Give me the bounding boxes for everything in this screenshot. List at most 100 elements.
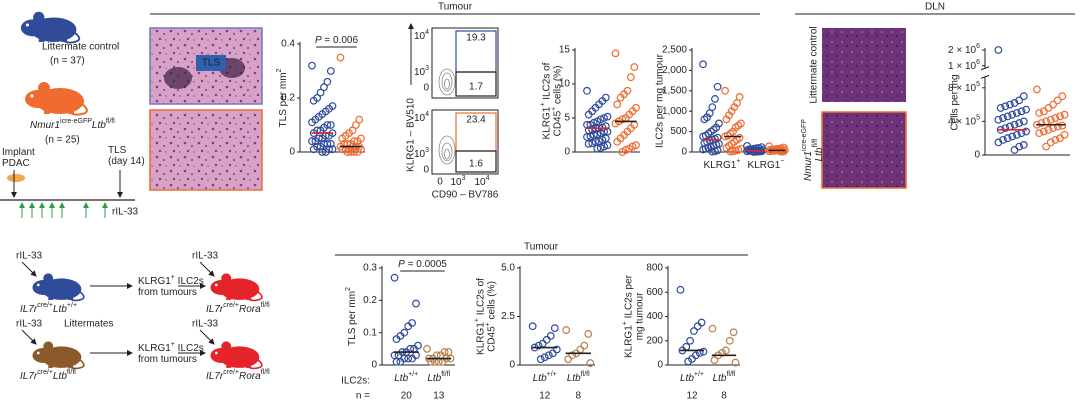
dot bbox=[999, 114, 1007, 122]
y-tick-label: 0 bbox=[657, 360, 663, 371]
dot bbox=[580, 341, 589, 350]
flow-tick-label: 103 bbox=[414, 147, 429, 160]
text-part: cre/+ bbox=[37, 369, 53, 376]
dot bbox=[1056, 112, 1064, 121]
axis-break-mark bbox=[980, 66, 990, 71]
dot bbox=[552, 345, 561, 354]
n-label: 8 bbox=[575, 391, 581, 402]
dot bbox=[326, 67, 335, 75]
axis-label: KLRG1 – BV510 bbox=[406, 98, 417, 172]
dot bbox=[996, 104, 1005, 112]
n-label: 8 bbox=[721, 391, 727, 402]
tls-region bbox=[164, 67, 192, 89]
text-part: +/+ bbox=[547, 371, 557, 378]
schematic-label: rIL-33 bbox=[192, 251, 219, 262]
mouse-icon bbox=[31, 272, 85, 302]
dot bbox=[601, 122, 610, 131]
text-part: 4 × 10 bbox=[948, 116, 977, 127]
y-axis-label: TLS per mm2 bbox=[345, 287, 358, 346]
y-axis-label: Cells per mg bbox=[950, 74, 961, 130]
dot bbox=[1022, 105, 1031, 114]
dot bbox=[540, 353, 549, 362]
schematic-label: KLRG1+ ILC2s from tumours bbox=[138, 274, 204, 298]
text-part: fl/fl bbox=[581, 371, 590, 378]
dot bbox=[603, 141, 612, 150]
dot bbox=[396, 357, 405, 366]
text-part: CD45 bbox=[552, 110, 563, 136]
dot bbox=[412, 299, 420, 308]
dot bbox=[700, 115, 709, 124]
y-tick-label: 10 bbox=[559, 79, 571, 90]
section-title: DLN bbox=[925, 2, 945, 13]
dot bbox=[584, 139, 593, 148]
text-part: Nmur1 bbox=[30, 120, 60, 131]
dot bbox=[326, 121, 335, 129]
schematic-label: KLRG1+ ILC2s from tumours bbox=[138, 341, 204, 365]
histology-image bbox=[149, 109, 263, 191]
dot bbox=[564, 355, 573, 364]
dot bbox=[711, 147, 719, 156]
dot bbox=[404, 354, 413, 363]
category-label: Ltb+/+ bbox=[394, 371, 418, 384]
text-part: 10 bbox=[450, 177, 462, 188]
dot bbox=[351, 121, 360, 129]
dot bbox=[632, 141, 640, 150]
y-tick-label: 400 bbox=[646, 311, 663, 322]
text-part: IL7r bbox=[206, 371, 224, 382]
legend-label: (n = 37) bbox=[50, 56, 85, 67]
dot bbox=[1056, 134, 1064, 143]
text-part: KLRG1 bbox=[541, 106, 552, 139]
y-tick-label: 0 bbox=[509, 360, 515, 371]
text-part: Ltb bbox=[567, 373, 581, 384]
dot bbox=[346, 148, 355, 156]
dot bbox=[686, 336, 694, 345]
mouse-icon bbox=[19, 10, 81, 44]
dot bbox=[1022, 127, 1031, 136]
text-part: CD45 bbox=[486, 326, 497, 352]
y-tick-label: 0 bbox=[371, 360, 377, 371]
dot bbox=[593, 144, 602, 153]
text-part: Ltb bbox=[427, 373, 441, 384]
text-part: Ltb bbox=[533, 373, 547, 384]
dot bbox=[777, 147, 785, 156]
dot bbox=[1046, 138, 1055, 147]
dot bbox=[1003, 112, 1012, 121]
dot bbox=[538, 339, 547, 348]
gate bbox=[455, 150, 497, 173]
category-label: Ltbfl/fl bbox=[567, 371, 590, 384]
text-part: ILC2s of bbox=[541, 62, 552, 102]
text-part: = 0.006 bbox=[322, 35, 359, 46]
text-part: + bbox=[473, 318, 480, 322]
y-tick-label: 5.0 bbox=[501, 263, 515, 274]
category-label: Ltb+/+ bbox=[680, 371, 704, 384]
dot bbox=[779, 147, 788, 156]
text-part: 5 bbox=[976, 81, 980, 88]
text-part: + bbox=[171, 274, 175, 281]
dot bbox=[699, 347, 708, 356]
dln-image bbox=[821, 111, 907, 189]
n-label: 12 bbox=[539, 391, 551, 402]
dot bbox=[611, 119, 620, 128]
category-label: KLRG1− bbox=[748, 158, 785, 171]
y-tick-label: 0.3 bbox=[363, 263, 377, 274]
text-part: Ltb bbox=[53, 304, 67, 315]
text-part: fl/fl bbox=[67, 369, 76, 376]
category-label: KLRG1+ bbox=[704, 158, 741, 171]
text-part: Rora bbox=[239, 304, 261, 315]
dot bbox=[1039, 127, 1048, 136]
y-tick-label: 500 bbox=[670, 126, 687, 137]
text-part: 3 bbox=[425, 147, 429, 154]
dot bbox=[1012, 109, 1021, 117]
dot bbox=[318, 134, 327, 143]
text-part: + bbox=[736, 158, 740, 165]
flow-tick-label: 104 bbox=[414, 29, 429, 42]
text-part: 3 bbox=[462, 175, 466, 182]
text-part: = 0.0005 bbox=[405, 259, 447, 270]
text-part: PDAC bbox=[2, 158, 30, 169]
dot bbox=[682, 342, 691, 351]
dot bbox=[336, 53, 345, 62]
dot bbox=[355, 115, 364, 124]
dot bbox=[392, 335, 401, 344]
text-part: 2 bbox=[276, 68, 283, 72]
flow-tick-label: 103 bbox=[450, 175, 465, 188]
